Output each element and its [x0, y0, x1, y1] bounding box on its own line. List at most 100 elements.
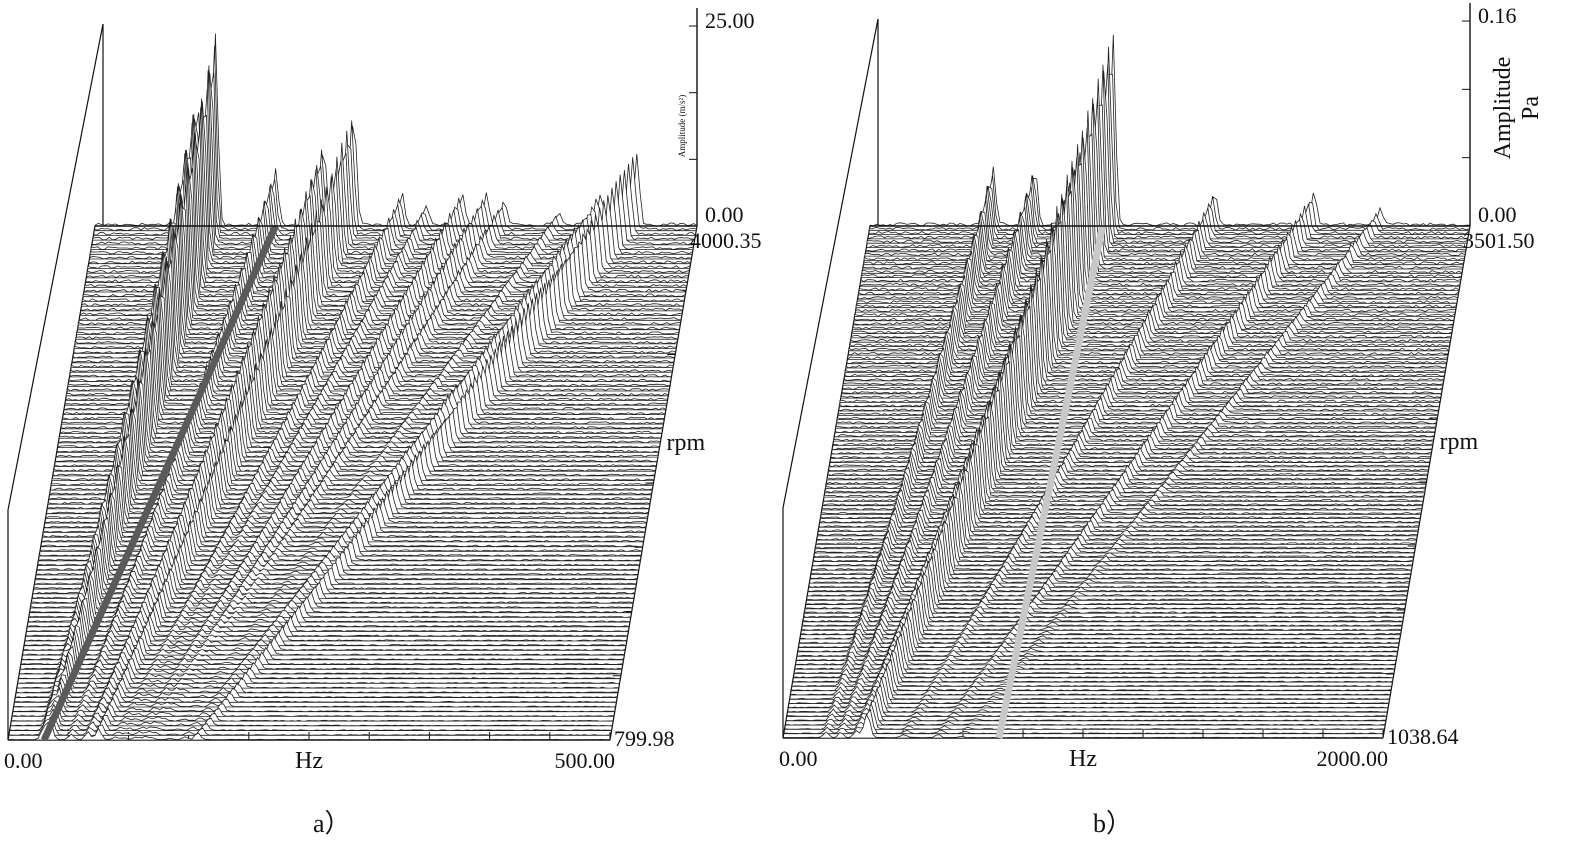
spectrum-row [50, 407, 654, 486]
amplitude-min-label: 0.00 [1478, 202, 1517, 227]
spectrum-row [838, 307, 1439, 412]
spectrum-row [844, 254, 1445, 378]
speed-min-label: 1038.64 [1387, 724, 1459, 749]
spectrum-row [826, 400, 1428, 481]
spectrum-row [10, 703, 613, 727]
order-line [40, 224, 279, 742]
frequency-axis-label: Hz [1069, 746, 1097, 772]
spectrum-row [864, 78, 1466, 257]
spectrum-row [63, 313, 667, 411]
frequency-min-label: 0.00 [4, 748, 43, 773]
speed-max-label: 4000.35 [690, 228, 762, 253]
spectrum-row [10, 699, 614, 722]
spectrum-row [64, 297, 668, 406]
spectrum-row [18, 650, 621, 680]
spectrum-row [833, 343, 1434, 442]
spectrum-row [787, 676, 1389, 709]
spectrum-row [841, 287, 1442, 395]
spectrum-row [20, 631, 624, 665]
spectrum-row [51, 408, 655, 482]
spectrum-row [53, 378, 657, 467]
spectrum-row [783, 708, 1385, 735]
spectrum-row [865, 104, 1466, 253]
spectrum-row [838, 298, 1440, 408]
spectrum-row [59, 349, 663, 434]
spectrum-row [61, 320, 664, 425]
speed-max-label: 3501.50 [1463, 228, 1535, 253]
frequency-max-label: 2000.00 [1317, 746, 1389, 771]
spectrum-row [815, 481, 1417, 545]
spectrum-row [816, 475, 1417, 541]
spectrum-row [835, 326, 1436, 429]
spectrum-row [834, 335, 1436, 433]
frequency-min-label: 0.00 [779, 746, 818, 771]
spectrum-row [847, 222, 1449, 356]
spectrum-row [55, 380, 659, 458]
spectrum-row [792, 649, 1393, 683]
spectrum-row [65, 288, 668, 401]
spectrum-row [810, 521, 1412, 575]
speed-axis-label: rpm [1439, 429, 1478, 455]
spectrum-row [845, 247, 1447, 369]
spectrum-row [782, 713, 1384, 739]
spectrum-row [786, 688, 1388, 717]
spectrum-row [60, 333, 664, 430]
spectrum-row [827, 392, 1428, 476]
amplitude-max-label: 0.16 [1478, 3, 1517, 28]
spectrum-row [806, 548, 1407, 601]
spectrum-row [18, 645, 622, 675]
spectrum-row [17, 653, 620, 684]
spectrum-row [73, 226, 676, 354]
spectrum-row [7, 721, 611, 741]
spectrum-row [70, 260, 674, 368]
spectrum-row [814, 496, 1415, 554]
spectrum-row [814, 484, 1416, 550]
spectrum-row [808, 533, 1409, 588]
amplitude-min-label: 0.00 [705, 202, 744, 227]
spectrum-row [792, 642, 1394, 679]
spectrum-row [14, 674, 618, 698]
box-top-slant [782, 18, 879, 509]
spectrum-row [784, 701, 1385, 730]
spectrum-row [71, 240, 675, 364]
spectrum-row [846, 238, 1447, 365]
spectrum-row [19, 637, 623, 670]
spectrum-row [69, 260, 673, 373]
spectrum-row [53, 387, 656, 472]
spectrum-row [785, 692, 1387, 722]
spectrum-row [56, 366, 659, 453]
spectrum-row [57, 347, 661, 444]
spectrum-row [811, 511, 1412, 571]
spectrum-row [14, 676, 617, 703]
spectrum-row [827, 384, 1429, 472]
spectrum-row [21, 626, 624, 661]
spectrum-row [867, 64, 1469, 240]
spectrum-row [839, 305, 1442, 403]
spectrum-row [65, 289, 669, 397]
spectrum-row [813, 495, 1415, 558]
spectrum-row [841, 278, 1443, 390]
spectrum-row [54, 378, 658, 463]
spectrum-row [57, 353, 660, 449]
spectrum-row [13, 680, 616, 708]
frequency-axis-label: Hz [295, 748, 323, 774]
spectrum-row [863, 103, 1464, 266]
order-line [995, 225, 1106, 739]
spectrum-row [846, 249, 1448, 360]
spectrum-row [61, 317, 665, 420]
spectrum-row [11, 694, 615, 717]
spectrum-row [868, 73, 1470, 231]
spectrum-row [861, 133, 1463, 274]
spectrum-row [12, 686, 616, 713]
spectrum-row [842, 268, 1444, 386]
spectrum-row [858, 130, 1460, 291]
spectrum-row [869, 34, 1471, 227]
spectrum-row [9, 708, 612, 732]
spectrum-row [866, 70, 1468, 244]
spectrum-row [837, 316, 1439, 416]
amplitude-axis-unit-b: Pa [1518, 96, 1544, 120]
spectrum-row [789, 666, 1390, 700]
